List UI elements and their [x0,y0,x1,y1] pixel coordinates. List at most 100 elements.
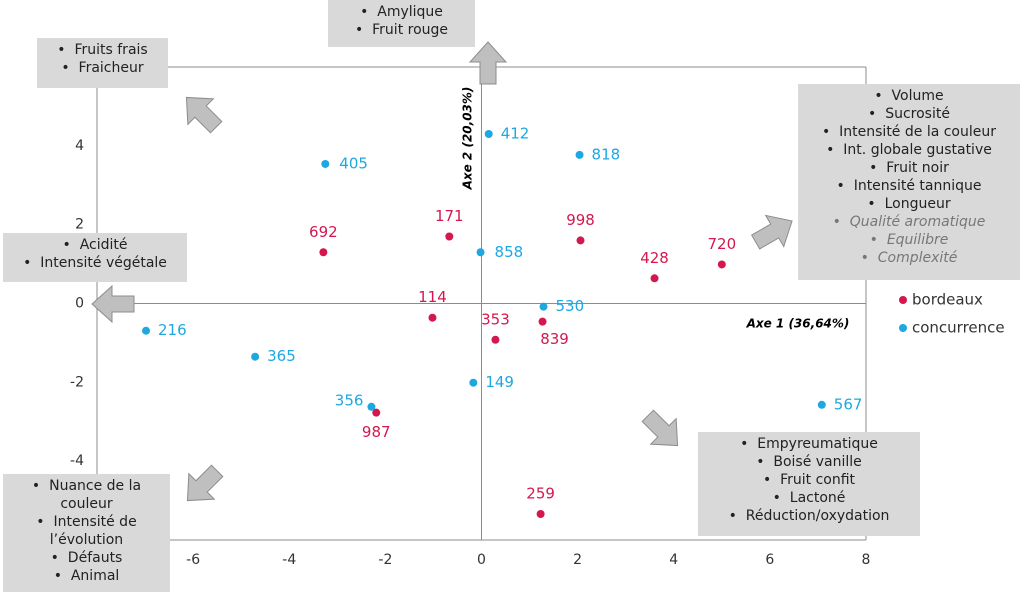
x-tick-label: -2 [378,552,392,568]
annotation-list: AmyliqueFruit rouge [334,3,469,39]
x-tick-label: 8 [862,552,871,568]
annotation-box: EmpyreumatiqueBoisé vanilleFruit confitL… [698,432,920,536]
x-tick-label: 0 [477,552,486,568]
arrow [91,284,135,324]
annotation-list: Fruits fraisFraicheur [43,41,162,77]
legend-marker [899,324,907,332]
arrow [185,96,223,134]
point-label: 818 [592,145,621,163]
annotation-item: Int. globale gustative [804,141,1014,159]
annotation-item: Boisé vanille [704,453,914,471]
point-label: 720 [707,235,736,253]
annotation-box: VolumeSucrositéIntensité de la couleurIn… [798,84,1020,280]
point [817,400,826,409]
arrow [186,464,224,502]
x-axis-label: Axe 1 (36,64%) [746,317,850,331]
point [717,260,726,269]
annotation-item: Equilibre [804,231,1014,249]
annotation-item: Intensité végétale [9,254,181,272]
annotation-item: Fruit noir [804,159,1014,177]
arrows [91,41,793,502]
annotation-item: Complexité [804,249,1014,267]
legend-label: concurrence [912,319,1005,337]
point [538,317,547,326]
point [321,159,330,168]
arrow [641,409,679,447]
annotation-box: AciditéIntensité végétale [3,233,187,282]
point-label: 356 [335,391,364,409]
annotation-item: Amylique [334,3,469,21]
legend-marker [899,296,907,304]
point-label: 692 [309,223,338,241]
point-label: 365 [267,347,296,365]
annotation-box: Fruits fraisFraicheur [37,38,168,88]
annotation-item: Fruits frais [43,41,162,59]
point [251,352,260,361]
annotation-item: Nuance de la couleur [9,477,164,513]
annotation-list: EmpyreumatiqueBoisé vanilleFruit confitL… [704,435,914,525]
annotation-item: Fruit confit [704,471,914,489]
point-label: 412 [501,125,530,143]
point [445,232,454,241]
point [142,326,151,335]
y-tick-label: 2 [75,217,84,233]
annotation-item: Animal [9,567,164,585]
legend-label: bordeaux [912,291,983,309]
annotation-box: AmyliqueFruit rouge [328,0,475,47]
y-tick-label: 4 [75,138,84,154]
x-tick-label: 4 [669,552,678,568]
point-label: 171 [435,207,464,225]
point [539,302,548,311]
point [650,274,659,283]
point [469,378,478,387]
point [319,248,328,257]
annotation-item: Acidité [9,236,181,254]
point-label: 428 [640,249,669,267]
arrow [750,214,793,250]
point-label: 839 [540,330,569,348]
point [491,335,500,344]
y-tick-label: 0 [75,296,84,312]
annotation-item: Fraicheur [43,59,162,77]
annotation-item: Réduction/oxydation [704,507,914,525]
point [575,150,584,159]
point [367,402,376,411]
annotation-item: Qualité aromatique [804,213,1014,231]
point-label: 259 [526,484,555,502]
point [372,408,381,417]
annotation-list: Nuance de la couleurIntensité de l’évolu… [9,477,164,585]
point [576,236,585,245]
point [536,509,545,518]
annotation-item: Sucrosité [804,105,1014,123]
y-tick-label: -4 [70,453,84,469]
annotation-item: Fruit rouge [334,21,469,39]
annotation-item: Volume [804,87,1014,105]
point [476,248,485,257]
annotation-item: Intensité tannique [804,177,1014,195]
point-label: 149 [485,373,514,391]
annotation-item: Empyreumatique [704,435,914,453]
point-label: 114 [418,288,447,306]
point [484,130,493,139]
annotation-item: Longueur [804,195,1014,213]
arrow [468,41,508,85]
x-tick-label: -6 [186,552,200,568]
y-axis-label: Axe 2 (20,03%) [461,87,475,191]
y-tick-label: -2 [70,374,84,390]
annotation-list: AciditéIntensité végétale [9,236,181,272]
point-label: 567 [834,395,863,413]
annotation-box: Nuance de la couleurIntensité de l’évolu… [3,474,170,592]
annotation-item: Intensité de la couleur [804,123,1014,141]
point-label: 216 [158,321,187,339]
point [428,313,437,322]
x-tick-label: -4 [282,552,296,568]
point-label: 987 [362,423,391,441]
annotation-item: Intensité de l’évolution [9,513,164,549]
x-tick-label: 6 [765,552,774,568]
annotation-item: Défauts [9,549,164,567]
point-label: 998 [566,211,595,229]
x-tick-label: 2 [573,552,582,568]
point-label: 530 [556,297,585,315]
